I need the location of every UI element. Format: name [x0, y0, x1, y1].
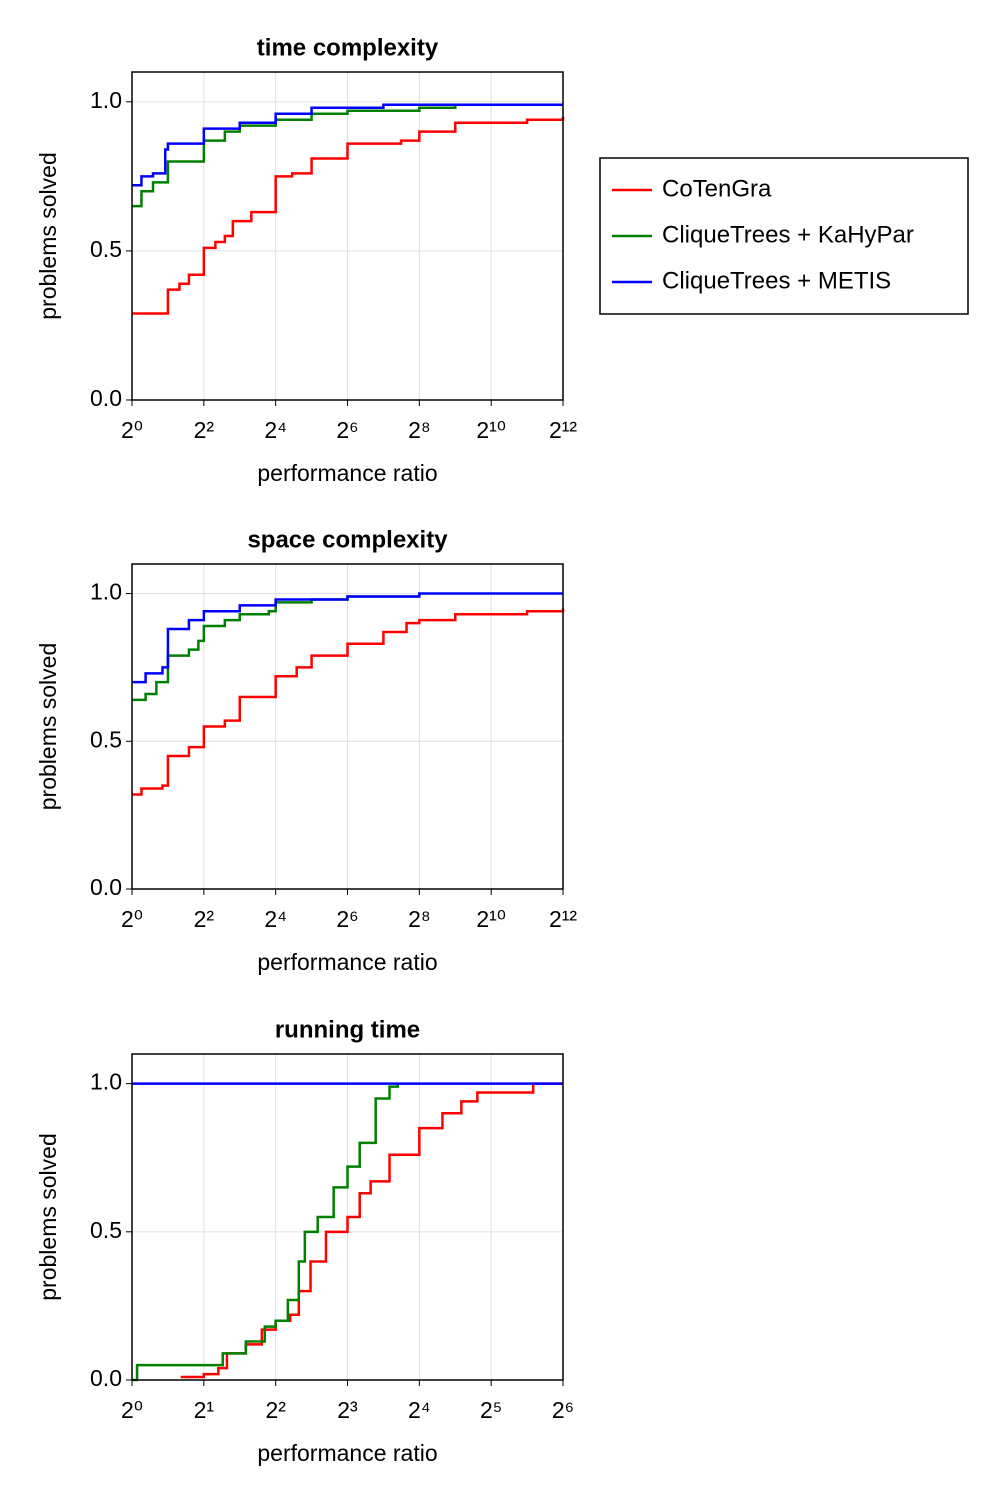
x-tick-label: 2⁶	[552, 1397, 574, 1423]
x-tick-label: 2²	[194, 417, 215, 443]
y-tick-label: 0.5	[90, 236, 122, 262]
chart-title: running time	[275, 1016, 420, 1043]
x-tick-label: 2³	[337, 1397, 358, 1423]
y-tick-label: 1.0	[90, 1069, 122, 1095]
plot-frame	[131, 1053, 564, 1381]
series-line	[132, 116, 565, 315]
y-tick-label: 0.5	[90, 1217, 122, 1243]
x-tick-label: 2⁴	[408, 1397, 431, 1423]
x-tick-label: 2⁸	[408, 417, 431, 443]
series-line	[132, 1083, 400, 1382]
y-tick-label: 0.0	[90, 874, 122, 900]
x-tick-label: 2²	[265, 1397, 286, 1423]
chart-title: space complexity	[247, 526, 448, 553]
legend-box	[599, 157, 969, 315]
y-tick-label: 0.5	[90, 726, 122, 752]
x-tick-label: 2¹	[194, 1397, 215, 1423]
x-tick-label: 2²	[194, 906, 215, 932]
series-line	[132, 103, 563, 187]
x-tick-label: 2¹⁰	[476, 906, 506, 932]
series-line	[180, 1082, 563, 1379]
y-tick-label: 0.0	[90, 385, 122, 411]
y-axis-label: problems solved	[35, 1133, 61, 1300]
y-axis-label: problems solved	[35, 643, 61, 810]
x-axis-label: performance ratio	[257, 1440, 437, 1466]
x-tick-label: 2¹⁰	[476, 417, 506, 443]
legend-label: CliqueTrees + KaHyPar	[662, 221, 914, 248]
plot-frame	[131, 563, 564, 890]
legend-label: CoTenGra	[662, 175, 772, 202]
x-axis-label: performance ratio	[257, 460, 437, 486]
y-axis-label: problems solved	[35, 152, 61, 319]
series-line	[132, 103, 464, 208]
y-tick-label: 1.0	[90, 87, 122, 113]
x-tick-label: 2⁰	[121, 417, 143, 443]
x-tick-label: 2⁴	[264, 417, 287, 443]
x-tick-label: 2⁴	[264, 906, 287, 932]
x-tick-label: 2⁵	[480, 1397, 502, 1423]
x-tick-label: 2¹²	[549, 906, 577, 932]
x-axis-label: performance ratio	[257, 949, 437, 975]
chart-title: time complexity	[257, 34, 439, 61]
legend-label: CliqueTrees + METIS	[662, 267, 891, 294]
x-tick-label: 2⁸	[408, 906, 431, 932]
series-line	[132, 608, 565, 796]
x-tick-label: 2⁰	[121, 1397, 143, 1423]
x-tick-label: 2⁶	[336, 906, 358, 932]
x-tick-label: 2⁰	[121, 906, 143, 932]
series-line	[132, 595, 420, 702]
plot-frame	[131, 71, 564, 401]
y-tick-label: 0.0	[90, 1365, 122, 1391]
x-tick-label: 2¹²	[549, 417, 577, 443]
y-tick-label: 1.0	[90, 579, 122, 605]
series-line	[132, 592, 563, 684]
x-tick-label: 2⁶	[336, 417, 358, 443]
